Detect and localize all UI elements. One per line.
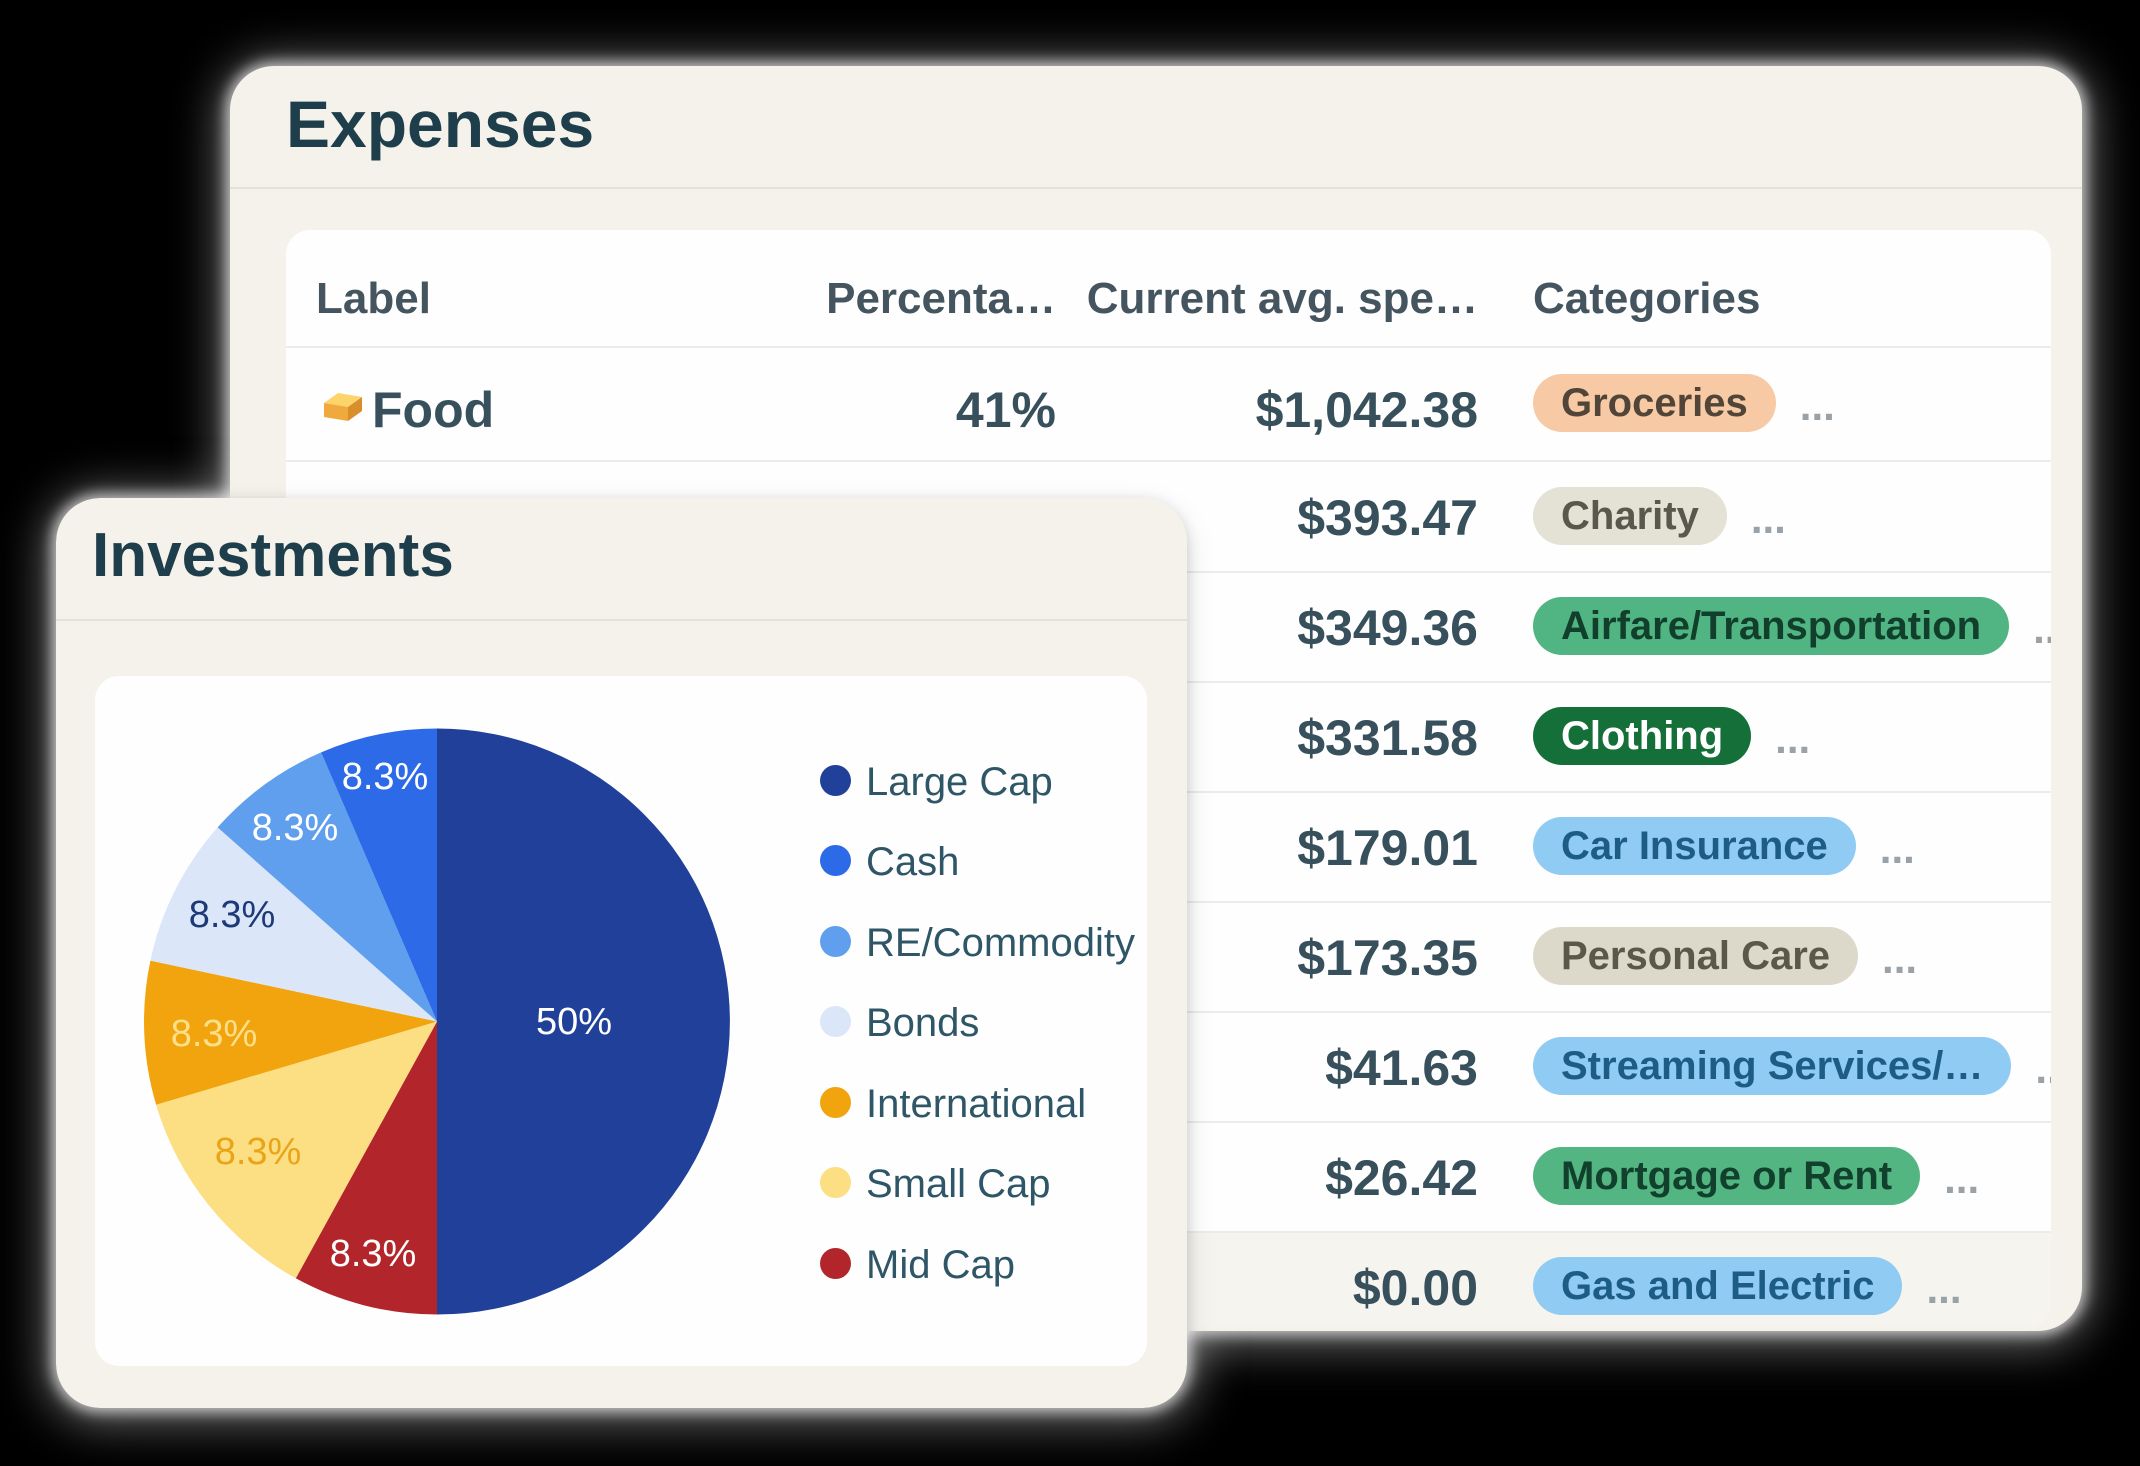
svg-text:8.3%: 8.3% [252, 807, 339, 849]
svg-text:50%: 50% [536, 1001, 612, 1043]
svg-text:8.3%: 8.3% [171, 1013, 258, 1055]
svg-text:8.3%: 8.3% [215, 1131, 302, 1173]
svg-text:8.3%: 8.3% [342, 756, 429, 798]
svg-text:8.3%: 8.3% [189, 894, 276, 936]
svg-text:8.3%: 8.3% [330, 1233, 417, 1275]
